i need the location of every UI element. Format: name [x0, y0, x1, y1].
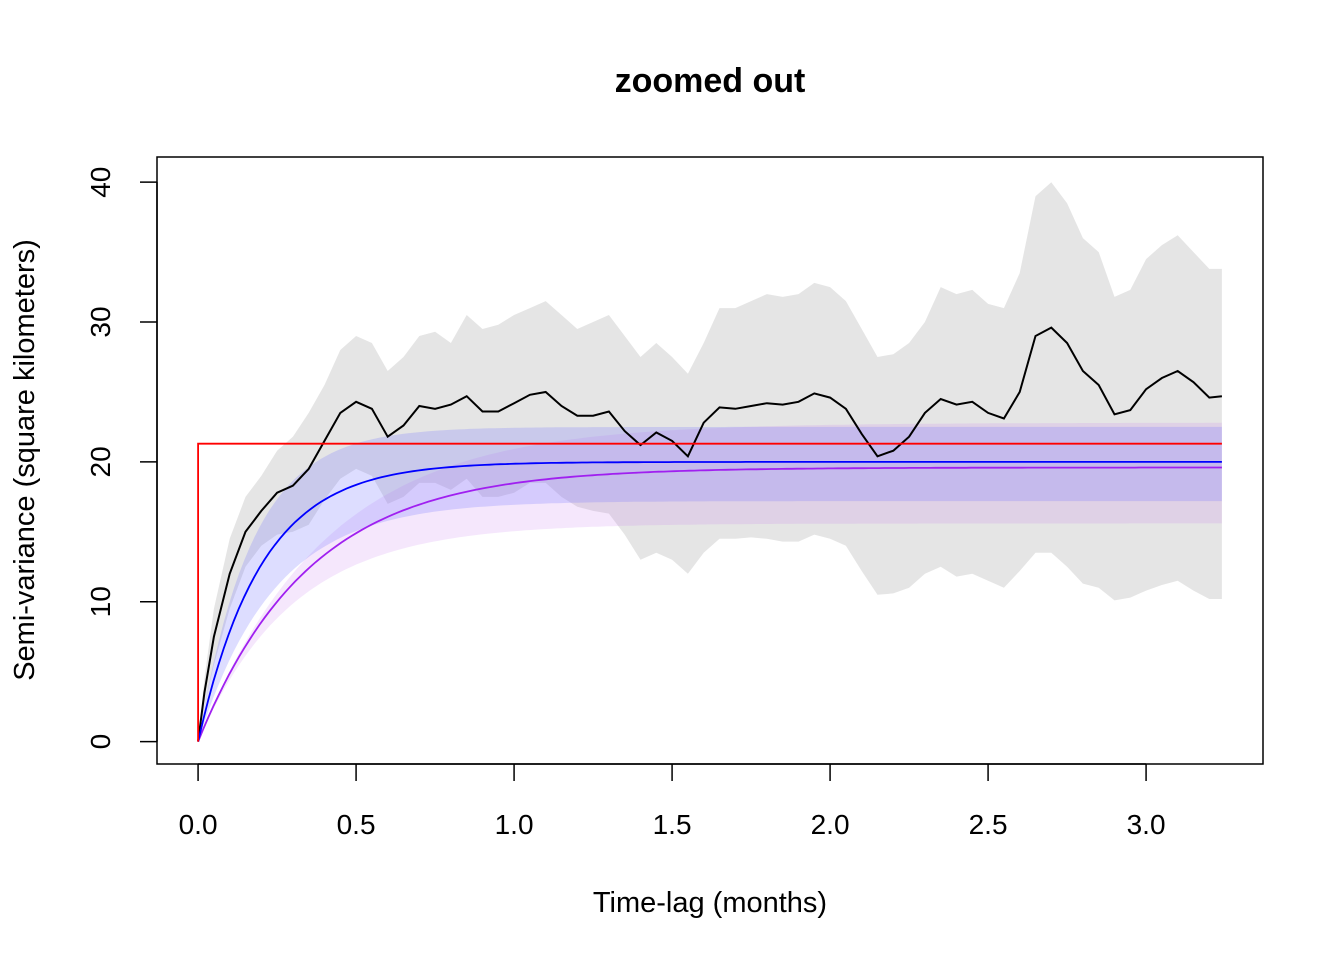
y-axis: 0 10 20 30 40: [85, 167, 158, 750]
y-tick-label: 10: [85, 586, 116, 617]
x-tick-label: 1.0: [495, 809, 534, 840]
x-axis-label: Time-lag (months): [593, 887, 827, 919]
x-tick-label: 0.5: [337, 809, 376, 840]
y-axis-label: Semi-variance (square kilometers): [9, 239, 41, 681]
x-tick-label: 3.0: [1127, 809, 1166, 840]
empirical-semivariance-line: [197, 326, 1223, 742]
x-axis: 0.0 0.5 1.0 1.5 2.0 2.5 3.0: [179, 763, 1166, 840]
purple-model-line: [197, 466, 1222, 742]
y-tick-label: 30: [85, 306, 116, 337]
plot-area: [197, 182, 1223, 742]
x-tick-label: 0.0: [179, 809, 218, 840]
blue-model-line: [197, 460, 1222, 742]
chart-title: zoomed out: [615, 62, 806, 100]
x-tick-label: 2.0: [811, 809, 850, 840]
x-tick-label: 1.5: [653, 809, 692, 840]
y-tick-label: 40: [85, 167, 116, 198]
purple-model-ci-band: [198, 422, 1222, 742]
blue-model-ci-band: [198, 426, 1222, 742]
y-tick-label: 20: [85, 446, 116, 477]
x-tick-label: 2.5: [969, 809, 1008, 840]
y-tick-label: 0: [85, 734, 116, 750]
red-model-line: [197, 442, 1222, 742]
